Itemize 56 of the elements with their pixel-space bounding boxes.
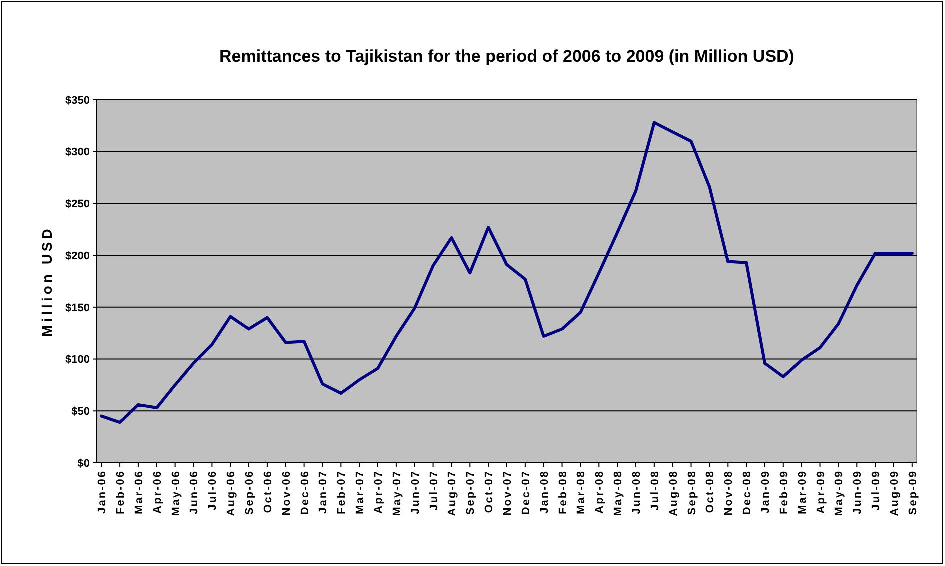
x-tick-label: Aug-09 bbox=[888, 470, 901, 516]
x-tick-label: Mar-07 bbox=[354, 470, 367, 514]
x-tick-label: Feb-07 bbox=[336, 470, 348, 514]
x-tick-label: Mar-06 bbox=[133, 470, 146, 514]
x-tick-label: Aug-08 bbox=[668, 470, 680, 516]
x-tick-label: Dec-06 bbox=[299, 470, 312, 516]
x-tick-label: Jan-07 bbox=[318, 470, 330, 514]
x-tick-label: May-07 bbox=[391, 470, 404, 516]
x-tick-label: Aug-07 bbox=[446, 470, 459, 516]
x-tick-label: Jun-06 bbox=[188, 470, 201, 514]
y-tick-label: $200 bbox=[66, 250, 90, 262]
x-tick-label: Apr-09 bbox=[815, 470, 828, 514]
x-tick-label: Dec-08 bbox=[742, 470, 754, 516]
x-tick-label: Dec-07 bbox=[520, 470, 532, 516]
x-tick-label: Sep-06 bbox=[244, 470, 256, 516]
x-tick-label: Sep-09 bbox=[907, 470, 920, 516]
y-tick-label: $150 bbox=[66, 302, 90, 314]
x-tick-label: Nov-06 bbox=[280, 470, 293, 516]
x-tick-label: May-09 bbox=[834, 470, 846, 516]
chart-title: Remittances to Tajikistan for the period of 2006 to 2009 (in Million USD) bbox=[220, 47, 794, 66]
y-tick-label: $250 bbox=[66, 198, 90, 211]
x-tick-label: Mar-09 bbox=[796, 470, 809, 514]
x-tick-label: Apr-07 bbox=[373, 470, 386, 514]
x-tick-label: Jul-07 bbox=[428, 470, 440, 511]
x-tick-label: Oct-07 bbox=[484, 470, 496, 514]
x-tick-label: Nov-07 bbox=[502, 470, 514, 516]
x-tick-label: Oct-08 bbox=[704, 470, 717, 514]
y-tick-label: $50 bbox=[72, 406, 90, 418]
x-tick-label: Apr-06 bbox=[152, 470, 164, 514]
x-tick-label: Oct-06 bbox=[262, 470, 274, 514]
x-tick-label: Jun-08 bbox=[630, 470, 643, 514]
x-tick-label: Jul-08 bbox=[649, 470, 662, 511]
x-tick-label: Jan-09 bbox=[760, 470, 772, 514]
x-tick-label: Feb-09 bbox=[778, 470, 790, 514]
x-tick-label: Jan-06 bbox=[96, 470, 109, 514]
x-tick-label: Apr-08 bbox=[594, 470, 606, 514]
x-tick-label: Sep-08 bbox=[686, 470, 698, 516]
x-tick-label: May-08 bbox=[612, 470, 625, 516]
x-tick-label: Jul-06 bbox=[207, 470, 220, 511]
x-tick-label: Feb-08 bbox=[557, 470, 570, 514]
y-tick-label: $300 bbox=[66, 146, 90, 159]
x-tick-label: Mar-08 bbox=[576, 470, 588, 514]
line-series bbox=[100, 121, 914, 424]
y-tick-label: $0 bbox=[78, 458, 90, 470]
x-tick-label: May-06 bbox=[170, 470, 182, 516]
y-tick-label: $100 bbox=[66, 354, 90, 366]
x-tick-label: Jan-08 bbox=[538, 470, 551, 514]
x-tick-label: Aug-06 bbox=[226, 470, 238, 516]
x-tick-label: Nov-08 bbox=[723, 470, 736, 516]
x-tick-label: Feb-06 bbox=[115, 470, 128, 514]
y-tick-label: $350 bbox=[66, 94, 90, 107]
x-tick-label: Jul-09 bbox=[870, 470, 883, 511]
x-tick-label: Jun-09 bbox=[852, 470, 864, 514]
x-tick-label: Jun-07 bbox=[410, 470, 422, 514]
x-tick-label: Sep-07 bbox=[465, 470, 478, 516]
y-axis-title: Million USD bbox=[39, 226, 55, 337]
